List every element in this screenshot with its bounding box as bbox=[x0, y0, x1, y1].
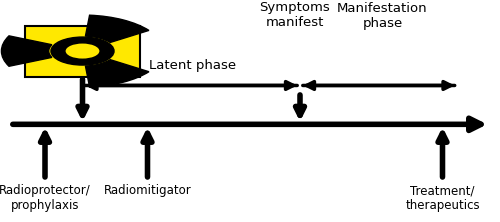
Circle shape bbox=[66, 44, 100, 59]
Circle shape bbox=[51, 37, 114, 65]
Text: Radioprotector/
prophylaxis: Radioprotector/ prophylaxis bbox=[0, 184, 91, 212]
Text: Manifestation
phase: Manifestation phase bbox=[337, 2, 428, 30]
FancyBboxPatch shape bbox=[25, 26, 140, 77]
Wedge shape bbox=[86, 15, 149, 42]
Text: Radiomitigator: Radiomitigator bbox=[104, 184, 192, 197]
Wedge shape bbox=[86, 60, 149, 87]
Text: Treatment/
therapeutics: Treatment/ therapeutics bbox=[405, 184, 480, 212]
Text: Latent phase: Latent phase bbox=[149, 59, 236, 72]
Text: Symptoms
manifest: Symptoms manifest bbox=[260, 1, 330, 29]
Wedge shape bbox=[2, 36, 52, 66]
